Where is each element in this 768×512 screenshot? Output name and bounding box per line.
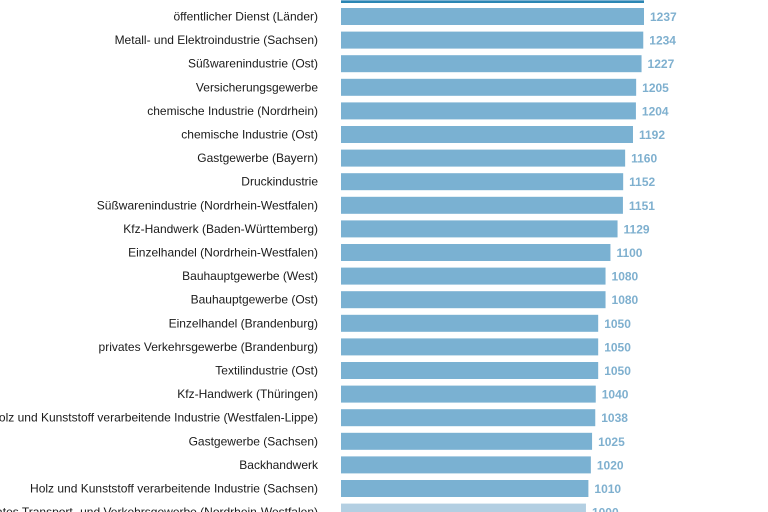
value-label: 1205	[642, 81, 669, 95]
bar-row: Backhandwerk 1020	[239, 456, 624, 474]
category-label: Textilindustrie (Ost)	[215, 364, 318, 378]
bar	[341, 291, 606, 309]
category-label: Bauhauptgewerbe (Ost)	[191, 293, 318, 307]
value-label: 1080	[612, 293, 639, 307]
bar	[341, 196, 623, 214]
bar	[341, 244, 611, 261]
bar-row: Bauhauptgewerbe (West) 1080	[182, 267, 639, 285]
bar-row: Bauhauptgewerbe (Ost) 1080	[191, 291, 639, 309]
bar	[341, 480, 589, 497]
category-label: Süßwarenindustrie (Nordrhein-Westfalen)	[97, 198, 318, 212]
bar-row: Holz und Kunststoff verarbeitende Indust…	[30, 480, 621, 497]
bar	[341, 173, 624, 191]
bar-row: Einzelhandel (Nordrhein-Westfalen) 1100	[128, 244, 643, 261]
bar	[341, 362, 599, 379]
bar	[341, 409, 596, 427]
category-label: Kfz-Handwerk (Thüringen)	[177, 387, 318, 401]
bars-layer: öffentlicher Dienst (Länder) 1237 Metall- …	[0, 8, 677, 512]
bar-row: Gastgewerbe (Bayern) 1160	[197, 149, 657, 167]
bar-row: Kfz-Handwerk (Baden-Württemberg) 1129	[123, 220, 650, 238]
value-label: 1234	[649, 34, 676, 48]
value-label: 1237	[650, 10, 677, 24]
category-label: Holz und Kunststoff verarbeitende Indust…	[0, 411, 318, 425]
category-label: Metall- und Elektroindustrie (Sachsen)	[115, 33, 318, 47]
category-label: Gastgewerbe (Sachsen)	[189, 434, 318, 448]
value-label: 1152	[629, 175, 655, 189]
bar-row: Metall- und Elektroindustrie (Sachsen) 12…	[115, 31, 676, 49]
category-label: privates Verkehrsgewerbe (Brandenburg)	[99, 340, 318, 354]
bar	[341, 432, 593, 450]
category-label: Einzelhandel (Nordrhein-Westfalen)	[128, 246, 318, 260]
bar-row: Versicherungsgewerbe 1205	[196, 78, 669, 96]
value-label: 1020	[597, 458, 624, 472]
bar-row: Einzelhandel (Brandenburg) 1050	[169, 314, 631, 332]
value-label: 1040	[602, 388, 629, 402]
value-label: 1050	[604, 340, 631, 354]
category-label: Süßwarenindustrie (Ost)	[188, 57, 318, 71]
bar	[341, 456, 591, 474]
category-label: öffentlicher Dienst (Länder)	[173, 10, 318, 24]
value-label: 1129	[624, 222, 650, 236]
value-label: 1160	[631, 152, 657, 166]
bar-row: Druckindustrie 1152	[241, 173, 656, 191]
bar	[341, 78, 637, 96]
bar-row: Textilindustrie (Ost) 1050	[215, 362, 631, 379]
bar	[341, 503, 586, 512]
category-label: Backhandwerk	[239, 458, 319, 472]
value-label: 1100	[616, 246, 642, 260]
category-label: Bauhauptgewerbe (West)	[182, 269, 318, 283]
value-label: 1227	[648, 57, 675, 71]
value-label: 1038	[601, 411, 628, 425]
category-label: chemische Industrie (Ost)	[181, 128, 318, 142]
category-label: Kfz-Handwerk (Baden-Württemberg)	[123, 222, 318, 236]
bar	[341, 220, 618, 238]
bar-row: privates Transport- und Verkehrsgewerbe …	[0, 503, 619, 512]
bar	[341, 338, 599, 356]
bar-row: Süßwarenindustrie (Nordrhein-Westfalen) 1…	[97, 196, 655, 214]
bar	[341, 31, 644, 49]
value-label: 1151	[629, 199, 655, 213]
category-label: chemische Industrie (Nordrhein)	[147, 104, 318, 118]
bar-row: privates Verkehrsgewerbe (Brandenburg) 10…	[99, 338, 631, 356]
value-label: 1080	[612, 270, 639, 284]
bar-row: öffentlicher Dienst (Länder) 1237	[173, 8, 677, 25]
value-label: 1050	[604, 317, 631, 331]
bar	[341, 8, 644, 25]
category-label: Versicherungsgewerbe	[196, 80, 318, 94]
bar-row: Gastgewerbe (Sachsen) 1025	[189, 432, 625, 450]
bar	[341, 314, 599, 332]
bar-row: Holz und Kunststoff verarbeitende Indust…	[0, 409, 628, 427]
value-label: 1192	[639, 128, 665, 142]
value-label: 1000	[592, 506, 619, 512]
bar-row: Süßwarenindustrie (Ost) 1227	[188, 55, 675, 73]
value-label: 1010	[594, 482, 621, 496]
category-label: Druckindustrie	[241, 175, 318, 189]
bar	[341, 149, 626, 167]
bar-row: chemische Industrie (Ost) 1192	[181, 126, 665, 143]
category-label: Einzelhandel (Brandenburg)	[169, 316, 318, 330]
bar	[341, 55, 642, 73]
bar	[341, 267, 606, 285]
category-label: Gastgewerbe (Bayern)	[197, 151, 318, 165]
bar	[341, 126, 633, 143]
category-label: Holz und Kunststoff verarbeitende Indust…	[30, 482, 318, 496]
bar	[341, 102, 636, 120]
bar-row: Kfz-Handwerk (Thüringen) 1040	[177, 385, 629, 403]
value-label: 1204	[642, 104, 669, 118]
value-label: 1025	[598, 435, 625, 449]
bar	[341, 385, 596, 403]
value-label: 1050	[604, 364, 631, 378]
category-label: privates Transport- und Verkehrsgewerbe …	[0, 505, 318, 512]
bar-row: chemische Industrie (Nordrhein) 1204	[147, 102, 669, 120]
